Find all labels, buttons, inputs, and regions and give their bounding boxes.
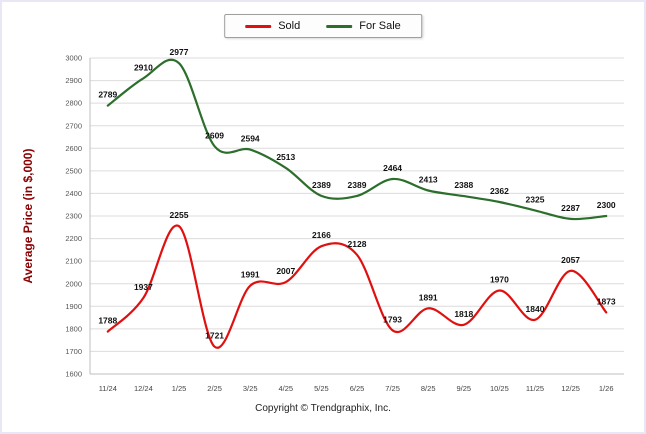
x-tick-label: 1/26	[599, 384, 614, 393]
point-label: 2910	[134, 62, 153, 72]
point-label: 1818	[454, 309, 473, 319]
x-tick-label: 11/24	[99, 384, 117, 393]
x-tick-label: 7/25	[385, 384, 400, 393]
sold-line	[106, 224, 608, 349]
point-label: 2128	[348, 239, 367, 249]
point-label: 2464	[383, 163, 402, 173]
point-label: 1970	[490, 274, 509, 284]
x-tick-label: 2/25	[207, 384, 222, 393]
line-chart: 1600 1700 1800 1900 2000 2100 2200 2300 2400 2500…	[21, 47, 624, 393]
y-tick-label: 2400	[65, 189, 82, 198]
x-tick-label: 1/25	[172, 384, 187, 393]
y-tick-label: 2000	[65, 279, 82, 288]
legend-item-sold: Sold	[245, 20, 300, 32]
point-label: 2389	[312, 180, 331, 190]
legend: Sold For Sale	[224, 14, 422, 38]
point-label: 2057	[561, 255, 580, 265]
point-label: 2325	[526, 194, 545, 204]
point-label: 2513	[276, 152, 295, 162]
y-tick-label: 1700	[65, 347, 82, 356]
y-axis-title: Average Price (in $,000)	[21, 149, 35, 284]
point-label: 1788	[98, 316, 117, 326]
point-label: 2389	[348, 180, 367, 190]
y-tick-label: 2100	[65, 257, 82, 266]
point-label: 2388	[454, 180, 473, 190]
point-label: 1840	[526, 304, 545, 314]
x-tick-label: 4/25	[278, 384, 293, 393]
legend-swatch-0	[245, 24, 272, 28]
y-tick-label: 2200	[65, 234, 82, 243]
y-tick-label: 1600	[65, 370, 82, 379]
point-label: 2007	[276, 266, 295, 276]
point-label: 2166	[312, 230, 331, 240]
x-tick-label: 8/25	[421, 384, 436, 393]
y-tick-label: 2800	[65, 99, 82, 108]
point-label: 1793	[383, 314, 402, 324]
y-tick-label: 3000	[65, 54, 82, 63]
point-label: 2255	[170, 210, 189, 220]
y-tick-label: 2700	[65, 121, 82, 130]
point-label: 1873	[597, 296, 616, 306]
point-label: 1937	[134, 282, 153, 292]
for-sale-line	[106, 58, 608, 221]
point-label: 2977	[170, 47, 189, 57]
x-tick-label: 12/25	[561, 384, 580, 393]
point-label: 2287	[561, 203, 580, 213]
point-label: 2362	[490, 186, 509, 196]
y-tick-label: 1900	[65, 302, 82, 311]
point-label: 2609	[205, 130, 224, 140]
y-tick-label: 2300	[65, 212, 82, 221]
point-label: 2594	[241, 134, 260, 144]
x-tick-label: 9/25	[456, 384, 471, 393]
x-tick-label: 12/24	[134, 384, 153, 393]
point-label: 1721	[205, 331, 224, 341]
legend-item-for-sale: For Sale	[326, 20, 401, 32]
x-tick-label: 5/25	[314, 384, 329, 393]
y-tick-label: 2600	[65, 144, 82, 153]
y-tick-label: 2500	[65, 166, 82, 175]
y-tick-label: 1800	[65, 324, 82, 333]
point-label: 2789	[98, 90, 117, 100]
x-tick-label: 3/25	[243, 384, 258, 393]
legend-swatch-1	[326, 24, 353, 28]
x-tick-label: 6/25	[350, 384, 365, 393]
legend-label-sold: Sold	[278, 20, 301, 32]
legend-label-for-sale: For Sale	[359, 20, 401, 32]
x-tick-label: 11/25	[526, 384, 544, 393]
point-label: 2413	[419, 174, 438, 184]
point-label: 1991	[241, 270, 260, 280]
point-label: 1891	[419, 292, 438, 302]
x-tick-label: 10/25	[490, 384, 509, 393]
point-label: 2300	[597, 200, 616, 210]
y-tick-label: 2900	[65, 76, 82, 85]
copyright-text: Copyright © Trendgraphix, Inc.	[255, 403, 391, 414]
